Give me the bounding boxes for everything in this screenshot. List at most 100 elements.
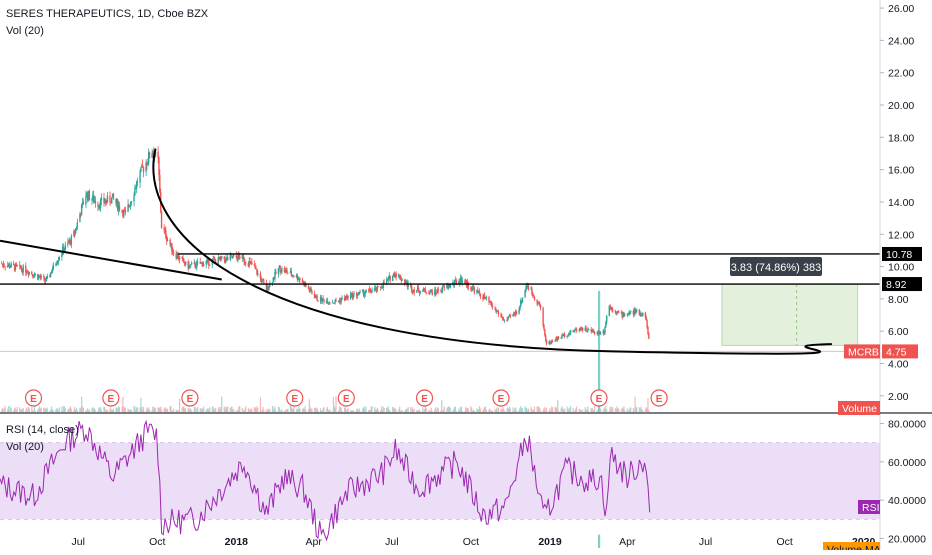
rsi-tick-label: 80.0000: [888, 419, 926, 431]
candle-body: [27, 272, 30, 275]
price-tick-label: 14.00: [888, 197, 914, 209]
candle-body: [130, 201, 133, 203]
volume-bar: [22, 408, 24, 412]
volume-bar: [172, 408, 175, 412]
volume-bar: [200, 408, 202, 412]
candle-body: [86, 192, 88, 197]
candle-body: [266, 285, 268, 291]
volume-bar: [387, 406, 390, 412]
price-tick-label: 4.00: [888, 359, 909, 371]
candle-body: [281, 267, 283, 272]
rsi-title: RSI (14, close): [6, 424, 79, 436]
volume-bar: [142, 406, 145, 412]
volume-bar: [460, 406, 463, 412]
candle-body: [213, 258, 215, 260]
candle-body: [82, 202, 85, 205]
earnings-marker[interactable]: [492, 389, 510, 407]
volume-bar: [16, 407, 18, 412]
candle-body: [326, 300, 329, 304]
rsi-tick-label: 20.0000: [888, 533, 926, 545]
ticker-tag[interactable]: MCRB: [844, 344, 880, 359]
volume-bar: [133, 406, 135, 412]
volume-bar: [265, 409, 268, 412]
candle-body: [545, 335, 547, 341]
candle-body: [37, 276, 40, 280]
rsi-volume-spike-bar: [597, 534, 601, 548]
rounding-bottom-curve: [152, 148, 832, 355]
earnings-marker[interactable]: [181, 389, 199, 407]
candle-body: [364, 292, 366, 294]
volume-bar: [368, 410, 370, 412]
volume-bar: [38, 406, 41, 412]
resistance-price-label[interactable]: 10.78: [882, 246, 922, 261]
volume-bar: [203, 406, 205, 412]
candle-body: [453, 282, 455, 285]
candle-body: [483, 295, 486, 299]
volume-bar: [424, 406, 426, 412]
rsi-tag[interactable]: RSI: [858, 500, 880, 514]
earnings-marker[interactable]: [286, 389, 304, 407]
candle-body: [74, 231, 76, 233]
candle-body: [357, 294, 360, 296]
candle-body: [80, 204, 83, 216]
time-axis-label: Jul: [71, 536, 84, 548]
candle-body: [502, 317, 504, 320]
volume-bar: [242, 410, 244, 412]
earnings-marker[interactable]: [650, 389, 668, 407]
volume-bar: [205, 409, 207, 412]
volume-bar: [241, 408, 243, 412]
earnings-marker[interactable]: [24, 389, 43, 407]
earnings-marker[interactable]: [337, 389, 355, 407]
candle-body: [154, 151, 157, 157]
candle-body: [310, 288, 312, 292]
volume-bar: [62, 406, 65, 412]
candle-body: [320, 297, 323, 302]
volume-bar: [130, 409, 133, 412]
measure-box[interactable]: [721, 283, 859, 346]
candle-body: [141, 165, 144, 168]
candle-body: [117, 205, 120, 211]
volume-bar: [377, 409, 379, 412]
volume-bar: [514, 408, 516, 412]
volume-bar: [166, 408, 168, 412]
price-tick-label: 22.00: [888, 68, 914, 80]
volume-tag[interactable]: Volume: [838, 401, 880, 415]
last-price-label[interactable]: 4.75: [882, 344, 918, 359]
candle-body: [346, 295, 348, 298]
volume-bar: [206, 409, 208, 412]
support-price-label[interactable]: 8.92: [882, 277, 922, 292]
candle-body: [67, 242, 69, 245]
rsi-tick-label: 60.0000: [888, 457, 926, 469]
volume-bar: [160, 406, 162, 412]
earnings-marker[interactable]: [590, 389, 608, 407]
volume-bar: [122, 396, 124, 412]
volume-bar: [646, 408, 648, 412]
volume-bar: [441, 410, 444, 412]
volume-bar: [447, 407, 449, 412]
volume-ma-tag[interactable]: Volume MA: [823, 542, 881, 555]
candle-body: [634, 309, 636, 313]
candle-body: [214, 259, 216, 261]
volume-bar: [27, 406, 29, 412]
volume-bar: [603, 407, 605, 412]
earnings-marker[interactable]: [102, 389, 120, 407]
candle-body: [92, 195, 95, 203]
volume-bar: [422, 407, 424, 412]
volume-bar: [466, 408, 469, 412]
earnings-marker-label: E: [30, 394, 37, 405]
candle-body: [190, 264, 192, 266]
volume-bar: [627, 410, 629, 412]
measure-label[interactable]: 3.83 (74.86%) 383: [730, 257, 822, 276]
volume-bar: [68, 409, 70, 412]
candle-body: [464, 280, 466, 284]
earnings-marker-label: E: [421, 394, 428, 405]
candle-body: [503, 319, 506, 321]
volume-bar: [85, 410, 87, 412]
price-tick-label: 24.00: [888, 35, 914, 47]
volume-bar: [386, 407, 388, 412]
candle-body: [593, 331, 595, 333]
volume-bar: [215, 408, 217, 412]
candle-body: [422, 290, 424, 292]
earnings-marker[interactable]: [415, 389, 434, 407]
